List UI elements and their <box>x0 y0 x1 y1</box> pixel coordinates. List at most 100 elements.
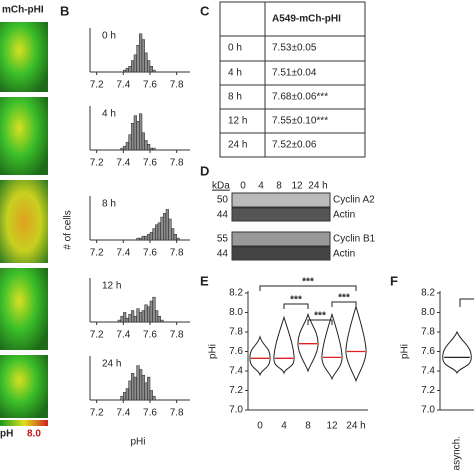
y-tick-label: 7.8 <box>421 327 435 338</box>
violin <box>249 335 271 377</box>
table-cell: 0 h <box>228 43 242 54</box>
micrograph <box>0 268 48 350</box>
band-label: Cyclin A2 <box>333 195 375 206</box>
bar <box>120 147 124 151</box>
bar <box>133 115 137 151</box>
bracket <box>459 298 474 307</box>
bar <box>123 69 127 73</box>
bar <box>133 316 137 323</box>
significance: *** <box>290 295 302 306</box>
y-tick-label: 7.6 <box>229 346 243 357</box>
marker: 55 <box>217 234 229 245</box>
colorbar-low: pH <box>0 429 13 440</box>
bar <box>173 234 177 241</box>
lane-label: 24 h <box>308 181 327 192</box>
bar <box>117 319 121 323</box>
band-label: Actin <box>333 210 355 221</box>
x-tick-label: 12 <box>326 421 338 432</box>
significance: *** <box>338 293 350 304</box>
micrograph <box>0 22 48 92</box>
y-tick-label: 8.2 <box>421 288 435 299</box>
x-tick-label: 7.4 <box>116 330 130 341</box>
bar <box>152 147 156 151</box>
micrograph <box>0 355 48 418</box>
bar <box>131 60 135 73</box>
histogram-title: 8 h <box>102 199 116 210</box>
bar <box>163 213 167 241</box>
bar <box>131 123 135 151</box>
histogram-title: 0 h <box>102 31 116 42</box>
y-tick-label: 8.0 <box>421 307 435 318</box>
bar <box>136 121 140 151</box>
x-tick-label: 24 h <box>346 421 365 432</box>
table-cell: 24 h <box>228 140 247 151</box>
bar <box>149 232 153 241</box>
bar <box>131 310 135 323</box>
bar <box>168 218 172 241</box>
x-tick-label: 0 <box>257 421 263 432</box>
x-tick-label: 7.8 <box>170 158 184 169</box>
bar <box>128 134 132 151</box>
marker: 44 <box>217 249 229 260</box>
bar <box>136 308 140 323</box>
x-tick-label: 7.6 <box>143 330 157 341</box>
bar <box>152 69 156 73</box>
y-tick-label: 7.0 <box>421 405 435 416</box>
y-tick-label: 7.4 <box>421 366 435 377</box>
panel-label: D <box>200 163 209 178</box>
y-tick-label: 7.8 <box>229 327 243 338</box>
unit: kDa <box>212 181 230 192</box>
violin <box>442 330 472 375</box>
histogram-title: 4 h <box>102 109 116 120</box>
x-tick-label: 7.6 <box>143 80 157 91</box>
bar <box>144 304 148 323</box>
blot <box>231 192 331 261</box>
band-label: Cyclin B1 <box>333 234 376 245</box>
bar <box>139 33 143 73</box>
x-tick-label: 7.8 <box>170 248 184 259</box>
bar <box>149 66 153 73</box>
bar <box>147 144 151 151</box>
lane-label: 0 <box>240 181 246 192</box>
x-tick-label: 7.2 <box>90 248 104 259</box>
bar <box>125 67 129 73</box>
colorbar <box>0 420 48 426</box>
histogram-title: 24 h <box>102 359 121 370</box>
bar <box>160 216 164 241</box>
bar <box>144 140 148 151</box>
micrograph <box>0 180 48 263</box>
bar <box>171 228 175 241</box>
x-tick-label: 7.4 <box>116 158 130 169</box>
y-tick-label: 8.2 <box>229 288 243 299</box>
y-tick-label: 7.4 <box>229 366 243 377</box>
table-cell: 7.55±0.10*** <box>272 116 328 127</box>
table-cell: 7.51±0.04 <box>272 68 317 79</box>
bar <box>176 237 180 241</box>
x-tick-label: 4 <box>281 421 287 432</box>
y-axis-label: # of cells <box>63 210 74 249</box>
bar <box>144 52 148 73</box>
table-grid <box>219 1 366 158</box>
x-tick-label: 7.8 <box>170 330 184 341</box>
bar <box>165 209 169 241</box>
bar <box>136 237 140 241</box>
y-tick-label: 8.0 <box>229 307 243 318</box>
bracket <box>259 285 357 291</box>
bar <box>141 235 145 241</box>
bar <box>149 147 153 151</box>
bar <box>128 314 132 323</box>
bar <box>125 388 129 401</box>
bar <box>147 234 151 241</box>
bar <box>141 132 145 151</box>
bar <box>160 319 164 323</box>
table-cell: 8 h <box>228 92 242 103</box>
bar <box>152 296 156 323</box>
x-tick-label: 7.2 <box>90 330 104 341</box>
x-tick-label: 7.4 <box>116 80 130 91</box>
bracket <box>307 319 333 325</box>
bar <box>128 380 132 401</box>
bar <box>149 300 153 323</box>
marker: 50 <box>217 195 229 206</box>
bar <box>139 237 143 241</box>
